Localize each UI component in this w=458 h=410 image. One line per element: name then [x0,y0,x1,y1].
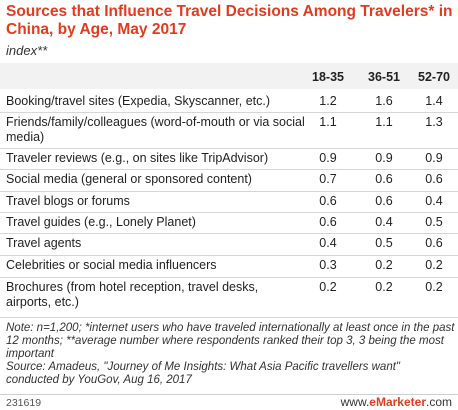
table-cell: 0.9 [425,151,443,165]
table-row: Social media (general or sponsored conte… [0,169,458,192]
table-cell: 0.6 [375,172,393,186]
row-label: Travel blogs or forums [6,194,130,208]
chart-id: 231619 [6,397,42,409]
table-cell: 0.5 [375,236,393,250]
table-cell: 0.3 [319,258,337,272]
table-header [0,63,458,89]
table-cell: 0.7 [319,172,337,186]
chart-title: Sources that Influence Travel Decisions … [6,3,453,38]
chart-subtitle: index** [6,43,48,58]
footer: 231619 www.eMarketer.com [0,394,458,410]
row-label: Booking/travel sites (Expedia, Skyscanne… [6,94,271,108]
table-cell: 0.6 [425,236,443,250]
table-row: Travel agents 0.4 0.5 0.6 [0,233,458,256]
table-cell: 1.4 [425,94,443,108]
table-cell: 0.4 [425,194,443,208]
table-cell: 1.3 [425,115,443,129]
table-cell: 0.2 [375,280,393,294]
table-row: Traveler reviews (e.g., on sites like Tr… [0,148,458,170]
table-row: Travel blogs or forums 0.6 0.6 0.4 [0,191,458,213]
table-cell: 0.6 [319,194,337,208]
column-header: 52-70 [418,70,450,84]
table-cell: 1.2 [319,94,337,108]
table-cell: 0.4 [319,236,337,250]
table-cell: 0.6 [425,172,443,186]
table-cell: 0.6 [319,215,337,229]
table-cell: 1.1 [319,115,337,129]
footnote: Note: n=1,200; *internet users who have … [6,322,456,387]
table-cell: 1.1 [375,115,393,129]
row-label: Brochures (from hotel reception, travel … [6,280,259,309]
table-row: Brochures (from hotel reception, travel … [0,277,458,318]
table-row: Booking/travel sites (Expedia, Skyscanne… [0,91,458,113]
note-text: Note: n=1,200; *internet users who have … [6,322,455,360]
table-cell: 0.6 [375,194,393,208]
row-label: Social media (general or sponsored conte… [6,172,252,186]
brand-logo: www.eMarketer.com [341,395,452,409]
table-cell: 0.5 [425,215,443,229]
row-label: Celebrities or social media influencers [6,258,217,272]
column-header: 18-35 [312,70,344,84]
table-cell: 0.2 [425,280,443,294]
brand-prefix: www. [340,395,370,409]
brand-suffix: .com [425,395,452,409]
table-row: Celebrities or social media influencers 0… [0,255,458,278]
source-text: Source: Amadeus, "Journey of Me Insights… [6,361,401,386]
row-label: Friends/family/colleagues (word-of-mouth… [6,115,305,144]
table-row: Friends/family/colleagues (word-of-mouth… [0,112,458,149]
column-header: 36-51 [368,70,400,84]
table-cell: 0.4 [375,215,393,229]
table-cell: 0.2 [425,258,443,272]
row-label: Travel guides (e.g., Lonely Planet) [6,215,196,229]
table-cell: 0.2 [319,280,337,294]
brand-name: eMarketer [369,395,426,409]
table-cell: 0.9 [375,151,393,165]
row-label: Travel agents [6,236,82,250]
table-cell: 0.9 [319,151,337,165]
table-row: Travel guides (e.g., Lonely Planet) 0.6 0.… [0,212,458,234]
table-cell: 0.2 [375,258,393,272]
table-cell: 1.6 [375,94,393,108]
row-label: Traveler reviews (e.g., on sites like Tr… [6,151,269,165]
